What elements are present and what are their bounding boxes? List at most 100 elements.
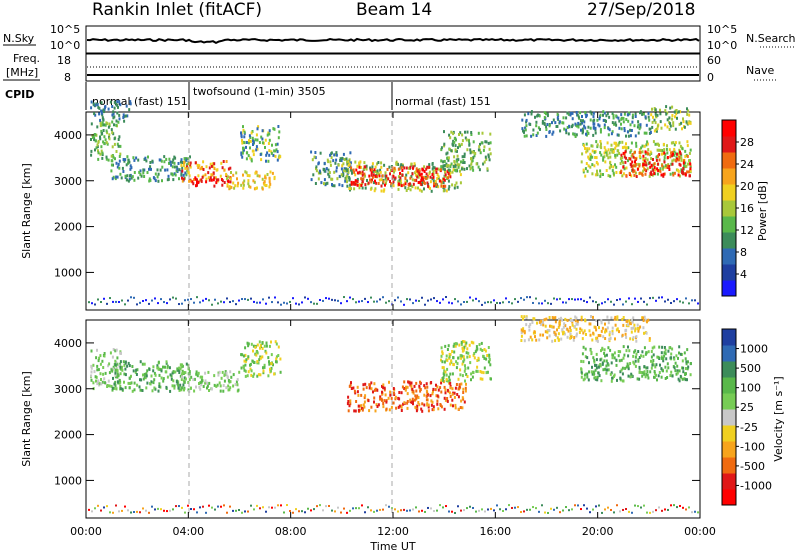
echo-cell [148,511,150,514]
echo-cell [664,365,667,369]
echo-cell [388,380,390,384]
echo-cell [153,386,156,390]
echo-cell [631,168,634,172]
echo-cell [582,360,585,364]
echo-cell [686,367,689,371]
echo-cell [649,153,651,157]
echo-cell [354,160,357,164]
echo-cell [316,505,318,508]
echo-cell [313,302,315,305]
echo-cell [423,175,426,179]
echo-cell [595,328,598,332]
echo-cell [581,120,583,124]
echo-cell [656,355,659,359]
echo-cell [381,398,383,402]
echo-cell [659,108,661,112]
echo-cell [182,371,185,374]
echo-cell [249,146,251,150]
echo-cell [460,509,462,512]
echo-cell [596,375,599,379]
echo-cell [236,378,239,382]
echo-cell [358,170,361,174]
echo-cell [609,372,612,376]
echo-cell [461,374,464,378]
echo-cell [154,297,156,300]
echo-cell [97,157,100,161]
echo-cell [467,366,470,370]
echo-cell [246,374,249,378]
echo-cell [241,151,244,155]
echo-cell [440,168,442,172]
echo-cell [551,121,553,125]
ytick-label: 2000 [54,429,82,442]
echo-cell [609,174,612,178]
echo-cell [204,371,207,375]
echo-cell [436,172,439,176]
echo-cell [597,371,600,375]
echo-cell [106,142,109,146]
echo-cell [594,363,596,367]
echo-cell [462,387,465,391]
echo-cell [633,362,636,366]
echo-cell [264,349,267,353]
echo-cell [454,144,457,148]
echo-cell [649,165,652,169]
echo-cell [440,378,443,382]
echo-cell [643,372,646,376]
echo-cell [539,333,542,337]
echo-cell [358,183,361,187]
echo-cell [267,142,270,145]
echo-cell [642,112,645,116]
echo-cell [122,158,125,161]
echo-cell [166,168,169,172]
echo-cell [275,357,278,361]
echo-cell [655,373,657,377]
echo-cell [642,319,645,322]
echo-cell [631,116,634,120]
echo-cell [176,167,179,171]
echo-cell [577,298,579,301]
echo-cell [583,377,586,381]
echo-cell [117,105,119,109]
echo-cell [540,319,543,323]
echo-cell [116,175,119,179]
echo-cell [564,324,567,328]
echo-cell [212,178,215,182]
echo-cell [151,299,153,302]
echo-cell [104,371,107,375]
echo-cell [548,130,551,134]
echo-cell [623,112,626,116]
echo-cell [104,138,107,142]
echo-cell [608,333,611,337]
echo-cell [595,505,597,508]
echo-cell [580,368,583,372]
echo-cell [274,340,277,344]
echo-cell [647,318,650,322]
echo-cell [362,383,365,387]
echo-cell [633,323,636,327]
echo-cell [588,361,590,365]
echo-cell [484,301,486,304]
echo-cell [621,379,624,383]
echo-cell [345,157,348,161]
echo-cell [385,504,387,507]
echo-cell [179,383,182,387]
echo-cell [277,136,280,140]
echo-cell [638,151,641,154]
echo-cell [334,161,337,165]
echo-cell [502,509,504,512]
echo-cell [348,384,351,388]
echo-cell [364,186,367,190]
echo-cell [432,179,435,183]
echo-cell [514,298,516,301]
echo-cell [439,404,442,407]
echo-cell [173,161,176,165]
echo-cell [421,509,423,512]
echo-cell [650,350,653,353]
echo-cell [149,382,152,386]
echo-cell [360,183,363,187]
echo-cell [625,365,628,369]
echo-cell [356,183,359,187]
echo-cell [404,177,407,180]
echo-cell [122,170,125,173]
